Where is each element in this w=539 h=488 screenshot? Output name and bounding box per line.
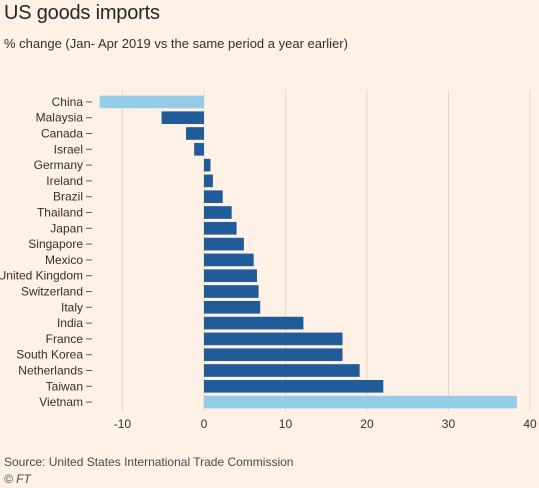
x-tick-label: 20 [360,417,374,431]
bar-taiwan [203,379,384,393]
category-label: Vietnam [39,395,83,409]
category-label: Malaysia [36,111,84,125]
category-label: Israel [54,142,83,156]
bar-netherlands [203,364,360,377]
category-label: Mexico [45,253,83,267]
category-label: India [57,316,83,330]
category-label: Brazil [53,190,83,204]
bar-malaysia [161,111,204,125]
bar-united-kingdom [203,269,257,283]
category-label: France [46,332,84,346]
chart-title: US goods imports [4,2,160,24]
category-label: South Korea [16,348,83,362]
bar-japan [203,221,237,235]
x-tick-label: 0 [201,417,208,431]
x-tick-label: 40 [523,417,537,431]
bar-china [99,95,204,109]
category-label: Italy [61,300,83,314]
bar-canada [186,127,204,140]
category-label: China [52,95,84,109]
bar-mexico [203,253,254,267]
bar-italy [203,300,261,314]
bar-brazil [203,190,223,204]
x-tick-label: -10 [114,417,132,431]
category-label: Singapore [28,237,83,251]
category-label: Ireland [46,174,83,188]
category-label: Thailand [37,206,83,220]
bar-france [203,332,343,346]
category-label: Taiwan [46,379,83,393]
category-label: United Kingdom [0,269,83,283]
source-note: Source: United States International Trad… [4,455,294,469]
chart-subtitle: % change (Jan- Apr 2019 vs the same peri… [4,36,348,51]
bar-switzerland [203,285,259,298]
bar-thailand [203,206,232,219]
category-label: Netherlands [18,364,83,378]
bar-singapore [203,237,244,251]
bar-israel [194,142,204,156]
ft-credit: © FT [4,472,31,486]
x-tick-label: 10 [279,417,293,431]
x-tick-label: 30 [442,417,456,431]
bar-ireland [203,174,213,188]
category-label: Canada [41,127,83,141]
bar-vietnam [203,395,517,409]
bar-south-korea [203,348,343,362]
bar-india [203,316,304,330]
category-label: Japan [50,221,83,235]
category-label: Switzerland [21,285,83,299]
bar-germany [203,158,211,172]
category-label: Germany [34,158,83,172]
